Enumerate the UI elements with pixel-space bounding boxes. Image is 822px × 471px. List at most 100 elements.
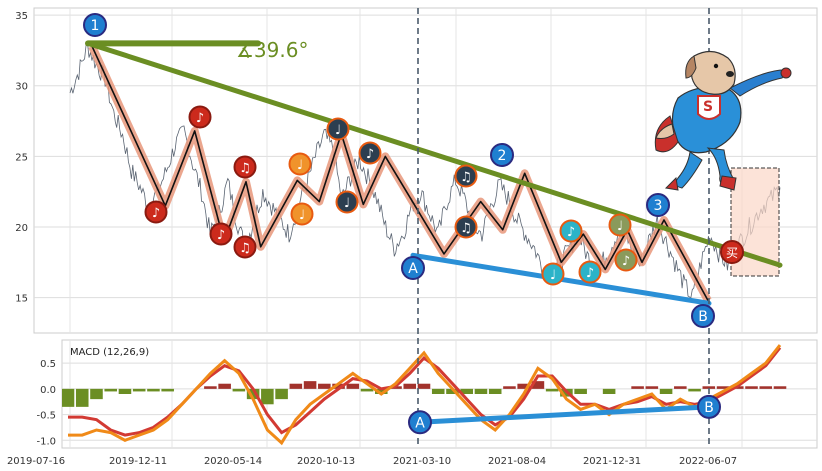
macd-histogram-bar <box>531 381 545 389</box>
note-badge-glyph: ♪ <box>366 147 374 162</box>
note-badge <box>233 235 257 259</box>
macd-histogram-bar <box>246 388 260 400</box>
macd-histogram-bar <box>218 383 231 389</box>
macd-histogram-bar <box>488 388 502 394</box>
macd-histogram-bar <box>403 383 417 389</box>
note-badge-glyph: ♩ <box>550 268 556 283</box>
price-y-tick-label: 20 <box>15 223 28 234</box>
x-tick-label: 2021-03-10 <box>393 456 451 467</box>
note-badge-glyph: ♪ <box>217 228 225 243</box>
macd-histogram-bar <box>360 388 374 392</box>
macd-histogram-bar <box>446 388 459 394</box>
x-tick-label: 2021-12-31 <box>583 456 641 467</box>
wave-label-text: 3 <box>654 198 663 214</box>
angle-label: ∡39.6° <box>236 38 308 62</box>
macd-histogram-bar <box>702 386 716 389</box>
macd-histogram-bar <box>716 386 730 389</box>
price-y-tick-label: 15 <box>15 294 28 305</box>
macd-histogram-bar <box>75 388 89 407</box>
macd-histogram-bar <box>674 386 687 389</box>
macd-divergence-label: A <box>415 415 425 431</box>
superhero-dog-illustration: S <box>654 50 792 191</box>
note-badge-glyph: ♪ <box>622 254 630 269</box>
macd-histogram-bar <box>346 383 360 389</box>
note-badge-glyph: ♫ <box>239 241 251 256</box>
note-badge <box>578 260 602 284</box>
svg-text:S: S <box>703 99 713 115</box>
macd-histogram-bar <box>261 388 274 405</box>
macd-histogram-bar <box>688 388 701 392</box>
macd-histogram-bar <box>645 386 659 389</box>
macd-histogram-bar <box>574 388 587 394</box>
macd-histogram-bar <box>460 388 474 394</box>
macd-histogram-bar <box>631 386 644 389</box>
wave-label-badge <box>490 143 514 167</box>
note-badge-glyph: ♩ <box>617 219 623 234</box>
wave-label-badge <box>401 256 425 280</box>
note-badge <box>608 213 632 237</box>
macd-histogram-bar <box>275 388 288 400</box>
macd-histogram-bar <box>147 388 160 392</box>
x-tick-label: 2020-05-14 <box>204 456 262 467</box>
note-badge <box>209 222 233 246</box>
note-badge-glyph: ♫ <box>460 221 472 236</box>
macd-histogram-bar <box>332 383 345 389</box>
note-badge <box>144 200 168 224</box>
macd-histogram-bar <box>773 386 787 389</box>
macd-histogram-bar <box>417 383 431 389</box>
note-badge <box>335 190 359 214</box>
wave-label-text: B <box>698 309 708 325</box>
macd-histogram-bar <box>517 383 530 389</box>
note-badge <box>188 105 212 129</box>
macd-y-tick-label: 0.5 <box>40 359 56 370</box>
macd-histogram-bar <box>132 388 146 392</box>
macd-y-tick-label: 0.0 <box>40 385 56 396</box>
note-badge <box>358 141 382 165</box>
axes: 15 20 25 30 35 -1.0 -0.5 0.0 0.5 2019-07-16 2019-1… <box>7 11 737 467</box>
note-badge <box>288 152 312 176</box>
note-badge-glyph: ♩ <box>335 123 341 138</box>
macd-histogram-bar <box>104 388 118 392</box>
x-tick-label: 2022-06-07 <box>679 456 737 467</box>
macd-histogram-bar <box>118 388 132 394</box>
macd-divergence-label: B <box>704 400 714 416</box>
macd-histogram-bar <box>745 386 758 389</box>
wave-label-text: A <box>408 261 418 277</box>
price-y-tick-label: 25 <box>15 152 28 163</box>
price-y-tick-label: 35 <box>15 11 28 22</box>
price-y-tick-label: 30 <box>15 82 28 93</box>
macd-histogram-bar <box>374 388 388 394</box>
buy-badge <box>720 240 744 264</box>
macd-histogram-bar <box>204 386 217 389</box>
macd-histogram-bar <box>161 388 174 392</box>
note-badge <box>454 164 478 188</box>
note-badge-glyph: ♪ <box>152 206 160 221</box>
macd-line <box>68 344 782 446</box>
note-badge <box>454 215 478 239</box>
macd-histogram-bar <box>474 388 488 394</box>
macd-histogram-bar <box>759 386 773 389</box>
macd-divergence-badge <box>697 394 721 419</box>
note-badge-glyph: ♪ <box>196 111 204 126</box>
wave-label-badge <box>691 304 715 328</box>
note-badge <box>559 219 583 243</box>
macd-y-tick-label: -0.5 <box>36 411 56 422</box>
wave-label-text: 1 <box>91 18 100 34</box>
x-tick-label: 2020-10-13 <box>297 456 355 467</box>
x-tick-label: 2019-07-16 <box>7 456 65 467</box>
macd-histogram-bar <box>503 386 516 389</box>
macd-histogram-bar <box>318 383 331 389</box>
note-badge-glyph: ♩ <box>299 208 305 223</box>
buy-badge-label: 买 <box>726 246 738 260</box>
macd-histogram-bar <box>303 381 317 389</box>
macd-histogram-bar <box>431 388 445 394</box>
note-badge-glyph: ♪ <box>567 225 575 240</box>
note-badge <box>614 248 638 272</box>
x-tick-label: 2021-08-04 <box>488 456 546 467</box>
x-tick-label: 2019-12-11 <box>109 456 167 467</box>
wave-label-text: 2 <box>498 148 507 164</box>
macd-histogram-bar <box>90 388 103 400</box>
macd-histogram-bar <box>232 388 246 392</box>
